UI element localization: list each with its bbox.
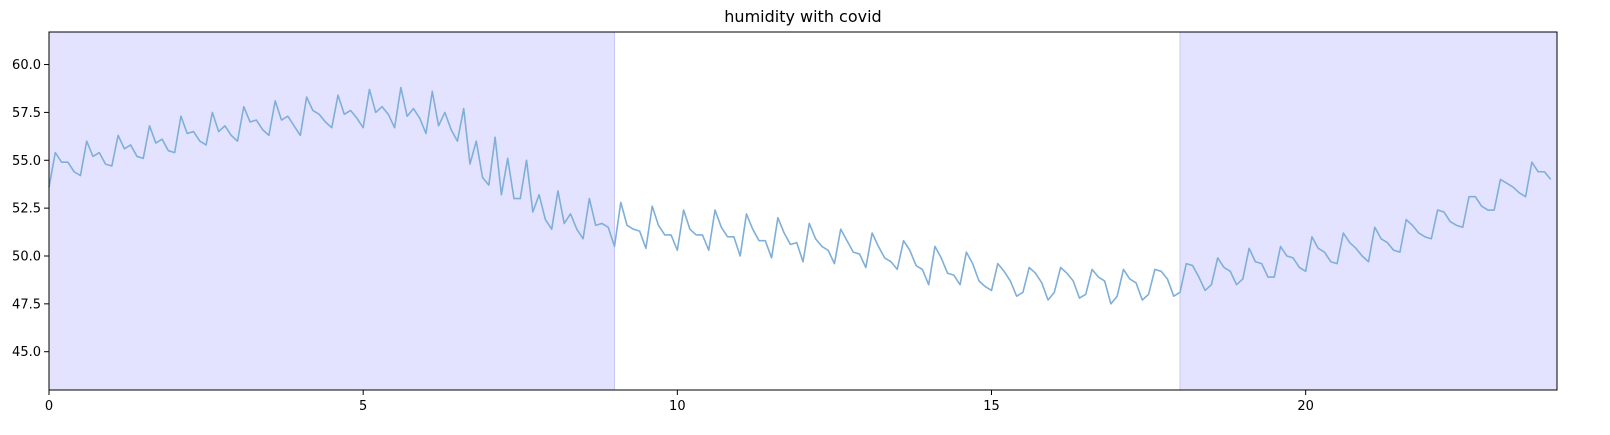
y-tick-label: 57.5: [12, 106, 41, 121]
y-axis: 45.0 47.5 50.0 52.5 55.0 57.5 60.0: [12, 58, 49, 360]
x-tick-label: 5: [359, 399, 367, 414]
y-tick-label: 60.0: [12, 58, 41, 73]
shaded-region-1: [48, 31, 615, 391]
x-tick-label: 0: [45, 399, 53, 414]
y-tick-label: 47.5: [12, 297, 41, 312]
chart-title: humidity with covid: [724, 7, 881, 26]
x-tick-label: 10: [669, 399, 686, 414]
x-tick-label: 20: [1297, 399, 1314, 414]
y-tick-label: 52.5: [12, 202, 41, 217]
y-tick-label: 50.0: [12, 249, 41, 264]
y-tick-label: 45.0: [12, 345, 41, 360]
series-line-1: [48, 86, 1552, 305]
x-tick-label: 15: [983, 399, 1000, 414]
shaded-regions: [48, 31, 1558, 391]
shaded-region-2: [1179, 31, 1558, 391]
series-layer: [48, 86, 1552, 305]
plot-frame: [48, 31, 1558, 391]
x-axis: 0 5 10 15 20: [45, 390, 1314, 414]
y-tick-label: 55.0: [12, 154, 41, 169]
